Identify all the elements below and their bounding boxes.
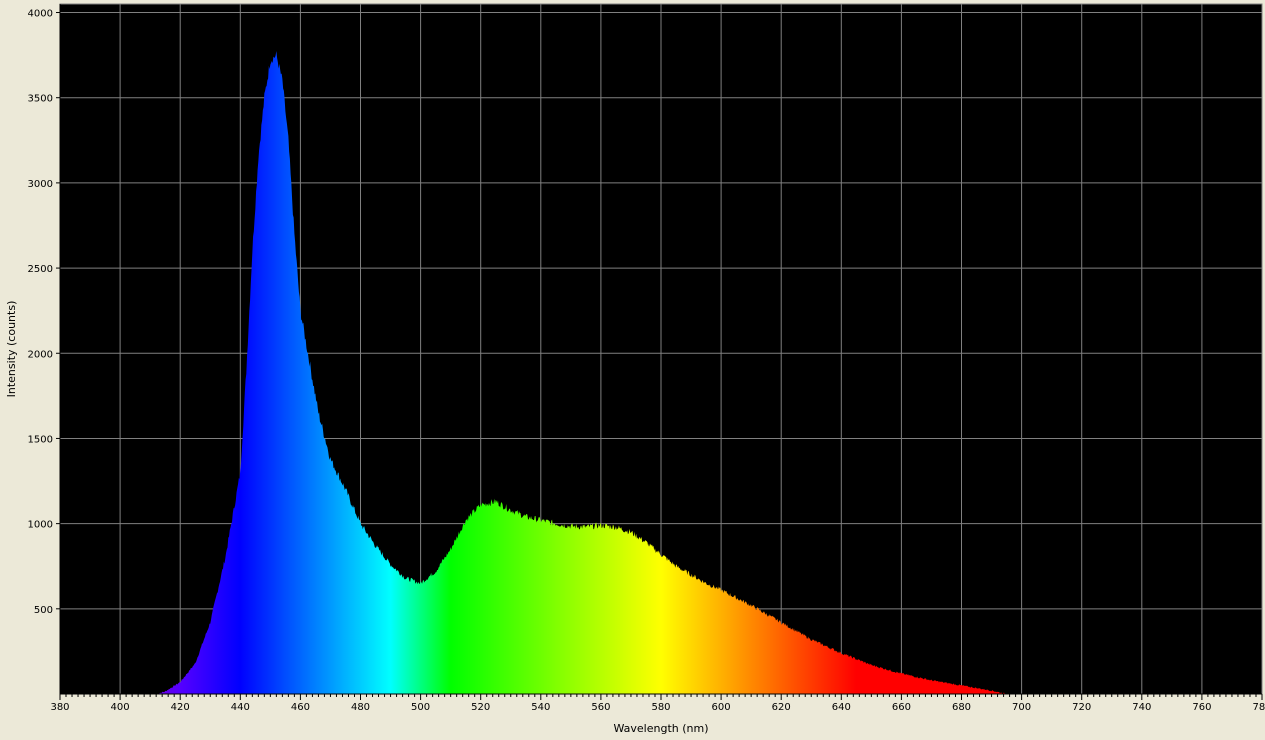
y-tick-label: 1500 (28, 434, 53, 445)
series-area-0 (156, 50, 1007, 694)
x-tick-label: 400 (111, 702, 130, 713)
x-tick-label: 500 (411, 702, 430, 713)
x-tick-label: 420 (171, 702, 190, 713)
x-tick-label: 760 (1192, 702, 1211, 713)
x-tick-label: 480 (351, 702, 370, 713)
data-layer (156, 50, 1007, 694)
y-tick-label: 2500 (28, 264, 53, 275)
x-tick-label: 780 (1252, 702, 1265, 713)
x-tick-label: 660 (892, 702, 911, 713)
x-tick-label: 700 (1012, 702, 1031, 713)
x-tick-label: 520 (471, 702, 490, 713)
axes: 380 400 420 440 460 480 500 520 540 560 580 600 620 6… (28, 4, 1265, 713)
x-axis-label: Wavelength (nm) (613, 722, 708, 735)
x-tick-label: 640 (832, 702, 851, 713)
y-tick-label: 3500 (28, 94, 53, 105)
y-tick-label: 1000 (28, 520, 53, 531)
x-tick-label: 440 (231, 702, 250, 713)
y-tick-label: 2000 (28, 349, 53, 360)
y-tick-label: 4000 (28, 9, 53, 20)
x-tick-label: 680 (952, 702, 971, 713)
y-tick-label: 3000 (28, 179, 53, 190)
x-tick-label: 620 (772, 702, 791, 713)
x-tick-label: 380 (50, 702, 69, 713)
y-axis-label: Intensity (counts) (5, 301, 18, 398)
x-tick-label: 540 (531, 702, 550, 713)
x-tick-label: 560 (591, 702, 610, 713)
x-tick-label: 580 (651, 702, 670, 713)
x-tick-label: 460 (291, 702, 310, 713)
x-tick-label: 720 (1072, 702, 1091, 713)
y-tick-label: 500 (34, 605, 53, 616)
x-tick-label: 600 (712, 702, 731, 713)
x-tick-label: 740 (1132, 702, 1151, 713)
